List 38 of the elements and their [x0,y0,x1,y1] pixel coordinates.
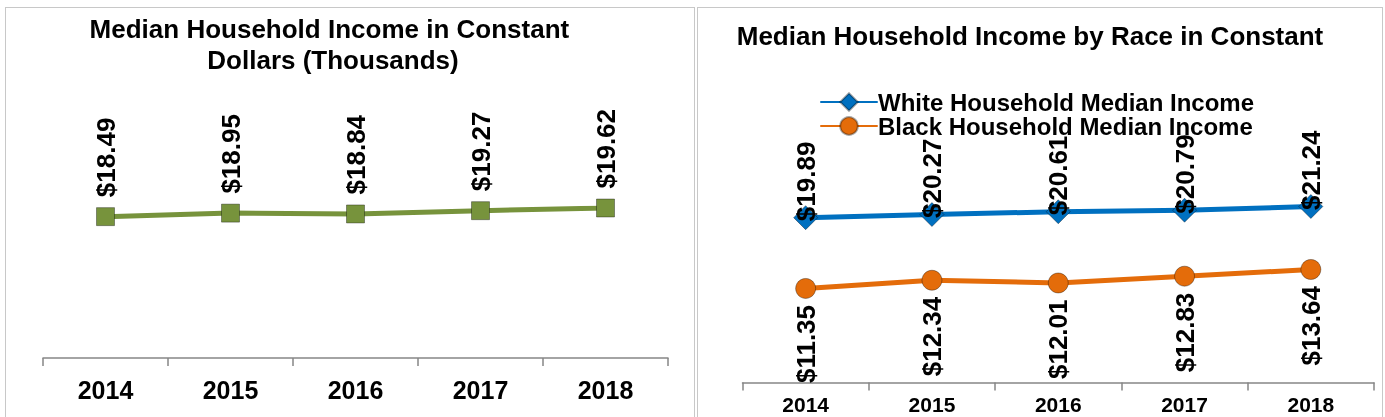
point [1047,272,1069,294]
x-tick-label: 2015 [908,392,956,416]
data-label: $20.27 [916,138,947,219]
point [921,269,943,291]
data-label: $19.89 [790,141,821,222]
x-tick-label: 2018 [577,375,634,404]
x-tick-label: 2014 [77,375,134,404]
point [1174,265,1196,287]
data-label: $11.35 [790,304,821,384]
data-label: $19.62 [590,108,621,189]
data-label: $18.84 [340,114,371,195]
point [471,201,490,221]
x-tick-label: 2017 [1161,392,1208,416]
x-tick-label: 2015 [202,375,259,404]
data-label: $18.49 [90,117,121,198]
data-label: $19.27 [465,111,496,192]
point [96,207,115,227]
x-tick-label: 2018 [1287,392,1335,416]
data-label: $20.79 [1169,134,1200,214]
chart-title: Median Household Income in Constant Dollars (Thousands) [89,13,577,75]
point [1300,258,1322,280]
x-tick-label: 2014 [782,392,830,416]
point [596,198,615,218]
point [795,277,817,299]
data-label: $12.01 [1043,299,1074,380]
data-label: $13.64 [1295,285,1326,366]
x-tick-label: 2016 [1034,392,1082,416]
x-tick-label: 2016 [327,375,384,404]
point [346,204,365,224]
data-label: $12.34 [916,296,947,377]
data-label: $21.24 [1295,129,1326,210]
data-label: $20.61 [1043,135,1074,216]
chart-title: Median Household Income by Race in Constant [736,20,1324,51]
data-label: $18.95 [215,114,246,194]
point [221,203,240,223]
legend-label: White Household Median Income [878,88,1255,116]
data-label: $12.83 [1169,292,1200,373]
x-tick-label: 2017 [452,375,509,404]
